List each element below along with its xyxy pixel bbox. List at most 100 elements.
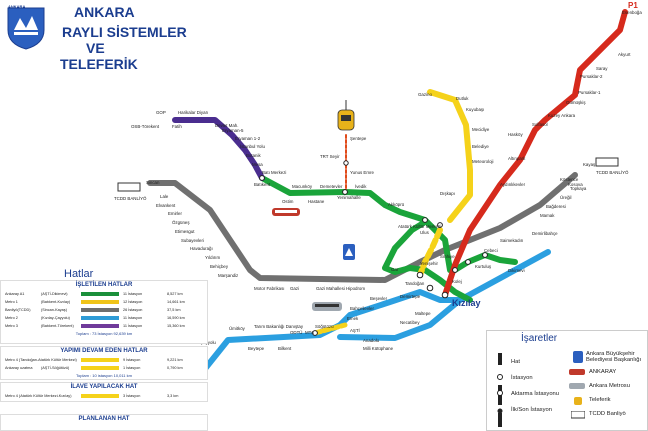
station-label: Necatibey [400, 320, 420, 325]
line-route: (Sincan-Kayaş) [41, 308, 67, 312]
line-name: Ankaray A1 [5, 292, 25, 296]
line-route: (Batıkent-Törekent) [41, 324, 74, 328]
station-label: Motor Fabrikası [254, 286, 285, 291]
line-length: 37,5 km [167, 308, 181, 312]
station-label: Kuzey Ankara [548, 113, 576, 118]
red-labels: Esenboğa Akyurt Saray Pursaklar-2 Pursak… [420, 10, 642, 235]
title-line1: ANKARA [74, 4, 135, 20]
lines-legend: Hatlar İŞLETİLEN HATLAR Ankaray A1 (AŞTİ-… [0, 268, 208, 431]
station-label: Yenişehir [420, 261, 438, 266]
line-name: Metro 4 (Tandoğan-Atatürk Kültür Merkezi… [5, 358, 77, 362]
sign-teleferik: Teleferik [589, 397, 611, 403]
sign-belediye: Ankara Büyükşehir Belediyesi Başkanlığı [586, 351, 642, 363]
station-label: Şentepe [350, 136, 367, 141]
red-line [442, 9, 628, 298]
construction-total: Toplam : 10 istasyon 10,011 km [76, 373, 132, 378]
cable-labels: Şentepe TRT Seyir Yunus Emre [320, 136, 374, 175]
station-label: Dışkapı [440, 191, 455, 196]
station-label: Beytepe [248, 346, 265, 351]
station-label: Söğütözü [315, 324, 334, 329]
section-additional: İLAVE YAPILACAK HAT [70, 384, 138, 390]
ankaray-train-icon [569, 369, 585, 375]
tcdd-train-icon [117, 157, 619, 192]
m1-line [427, 89, 473, 223]
ankaray-line [259, 175, 518, 273]
sign-hat: Hat [511, 359, 521, 365]
station-label: Etimesgut [175, 229, 195, 234]
station-label: Bağderesi [546, 204, 566, 209]
line-length: 3,3 km [167, 394, 179, 398]
station-label: Solfasol [532, 122, 548, 127]
station-label: Saray [596, 66, 608, 71]
station-label: GOP [156, 110, 166, 115]
station-label: Macunköy [292, 184, 313, 189]
tcdd-label-left: TCDD BANLİYÖ [114, 196, 147, 201]
additional-lines-box: İLAVE YAPILACAK HAT Metro 4 (Atatürk Kül… [0, 382, 208, 402]
symbols-legend: İşaretler Hat İstasyon Aktarma İstasyonu… [486, 330, 648, 431]
line-name: Metro 2 [5, 316, 18, 320]
station-label: Yenimahalle [337, 195, 361, 200]
line-color-swatch [81, 292, 119, 296]
municipality-sign-icon [573, 351, 583, 363]
station-label: Pursaklar-2 [580, 74, 603, 79]
operating-lines-box: İŞLETİLEN HATLAR Ankaray A1 (AŞTİ-Dikimev… [0, 280, 208, 344]
station-label: Botanik [246, 153, 261, 158]
station-label: Batıkent [254, 182, 271, 187]
line-color-swatch [81, 366, 119, 370]
station-label: Topkaya [570, 186, 587, 191]
line-color-swatch [81, 300, 119, 304]
station-label: Dutluk [456, 96, 469, 101]
station-label: Sıhhiye [440, 254, 455, 259]
station-label: Dikimevi [508, 268, 525, 273]
line-length: 16,590 km [167, 316, 185, 320]
m3-line [172, 117, 265, 181]
legend-row: Metro 4 (Atatürk Kültür Merkezi-Kızılay)… [1, 392, 207, 400]
line-length: 9,221 km [167, 358, 183, 362]
gray-labels: Sincan Lale Elvankent Emirler Özgüneş Et… [146, 162, 596, 291]
line-name: Ankaray uzatma [5, 366, 33, 370]
line-color-swatch [81, 358, 119, 362]
legend-title: Hatlar [64, 268, 94, 280]
operating-total: Toplam : 73 İstasyon 92,639 km [75, 331, 133, 336]
legend-row: Ankaray A1 (AŞTİ-Dikimevi) 11 İstasyon 8,52… [1, 290, 207, 298]
station-label: Hastane [308, 199, 325, 204]
line-color-swatch [81, 316, 119, 320]
station-label: Mecidiye [472, 127, 490, 132]
station-count: 3 İstasyon [123, 394, 141, 398]
title-line3: VE [86, 40, 105, 56]
station-label: Özgüneş [172, 220, 190, 225]
line-name: Banliyö(TCDD) [5, 308, 31, 312]
station-label: Mamak [540, 213, 555, 218]
station-label: Ulus [420, 230, 430, 235]
metro-train-icon [569, 383, 585, 389]
purple-labels: GOP OSB-Törekent Fatih Harikalar Diyarı … [131, 110, 286, 175]
station-label: Gümüşkiş [566, 100, 586, 105]
legend-row: Metro 2 (Kızılay-Çayyolu) 11 İstasyon 16,59… [1, 314, 207, 322]
station-count: 9 İstasyon [123, 358, 141, 362]
station-label: Elvankent [156, 203, 176, 208]
tcdd-label-right: TCDD BANLİYÖ [596, 170, 629, 175]
legend-row: Metro 4 (Tandoğan-Atatürk Kültür Merkezi… [1, 356, 207, 364]
station-label: Kayaş [583, 162, 596, 167]
station-label: Tarım Bakanlığı Danıştay [254, 324, 304, 329]
station-label: Hipodrom [346, 286, 365, 291]
line-length: 8,527 km [167, 292, 183, 296]
station-count: 11 İstasyon [123, 316, 143, 320]
station-label: Ostim [282, 199, 294, 204]
legend-row: Metro 1 (Batıkent-Kızılay) 12 İstasyon 14,6… [1, 298, 207, 306]
signs-title: İşaretler [521, 333, 558, 344]
m2-line-east [337, 297, 463, 341]
legend-row: Metro 3 (Batıkent-Törekent) 11 İstasyon 15,… [1, 322, 207, 330]
train-icon [272, 208, 342, 311]
station-count: 1 İstasyon [123, 366, 141, 370]
station-label: Meteoroloji [472, 159, 493, 164]
station-label: Emek [347, 316, 359, 321]
station-label: Köstence [560, 177, 579, 182]
line-route: (Batıkent-Kızılay) [41, 300, 71, 304]
station-label: Demetevler [320, 184, 343, 189]
station-label: Altınpark [508, 156, 526, 161]
station-label: Eryaman-5 [222, 128, 244, 133]
station-label: Belediye [472, 144, 489, 149]
station-label: Aydınlıkevler [500, 182, 526, 187]
kizilay-label: Kızılay [452, 298, 481, 308]
